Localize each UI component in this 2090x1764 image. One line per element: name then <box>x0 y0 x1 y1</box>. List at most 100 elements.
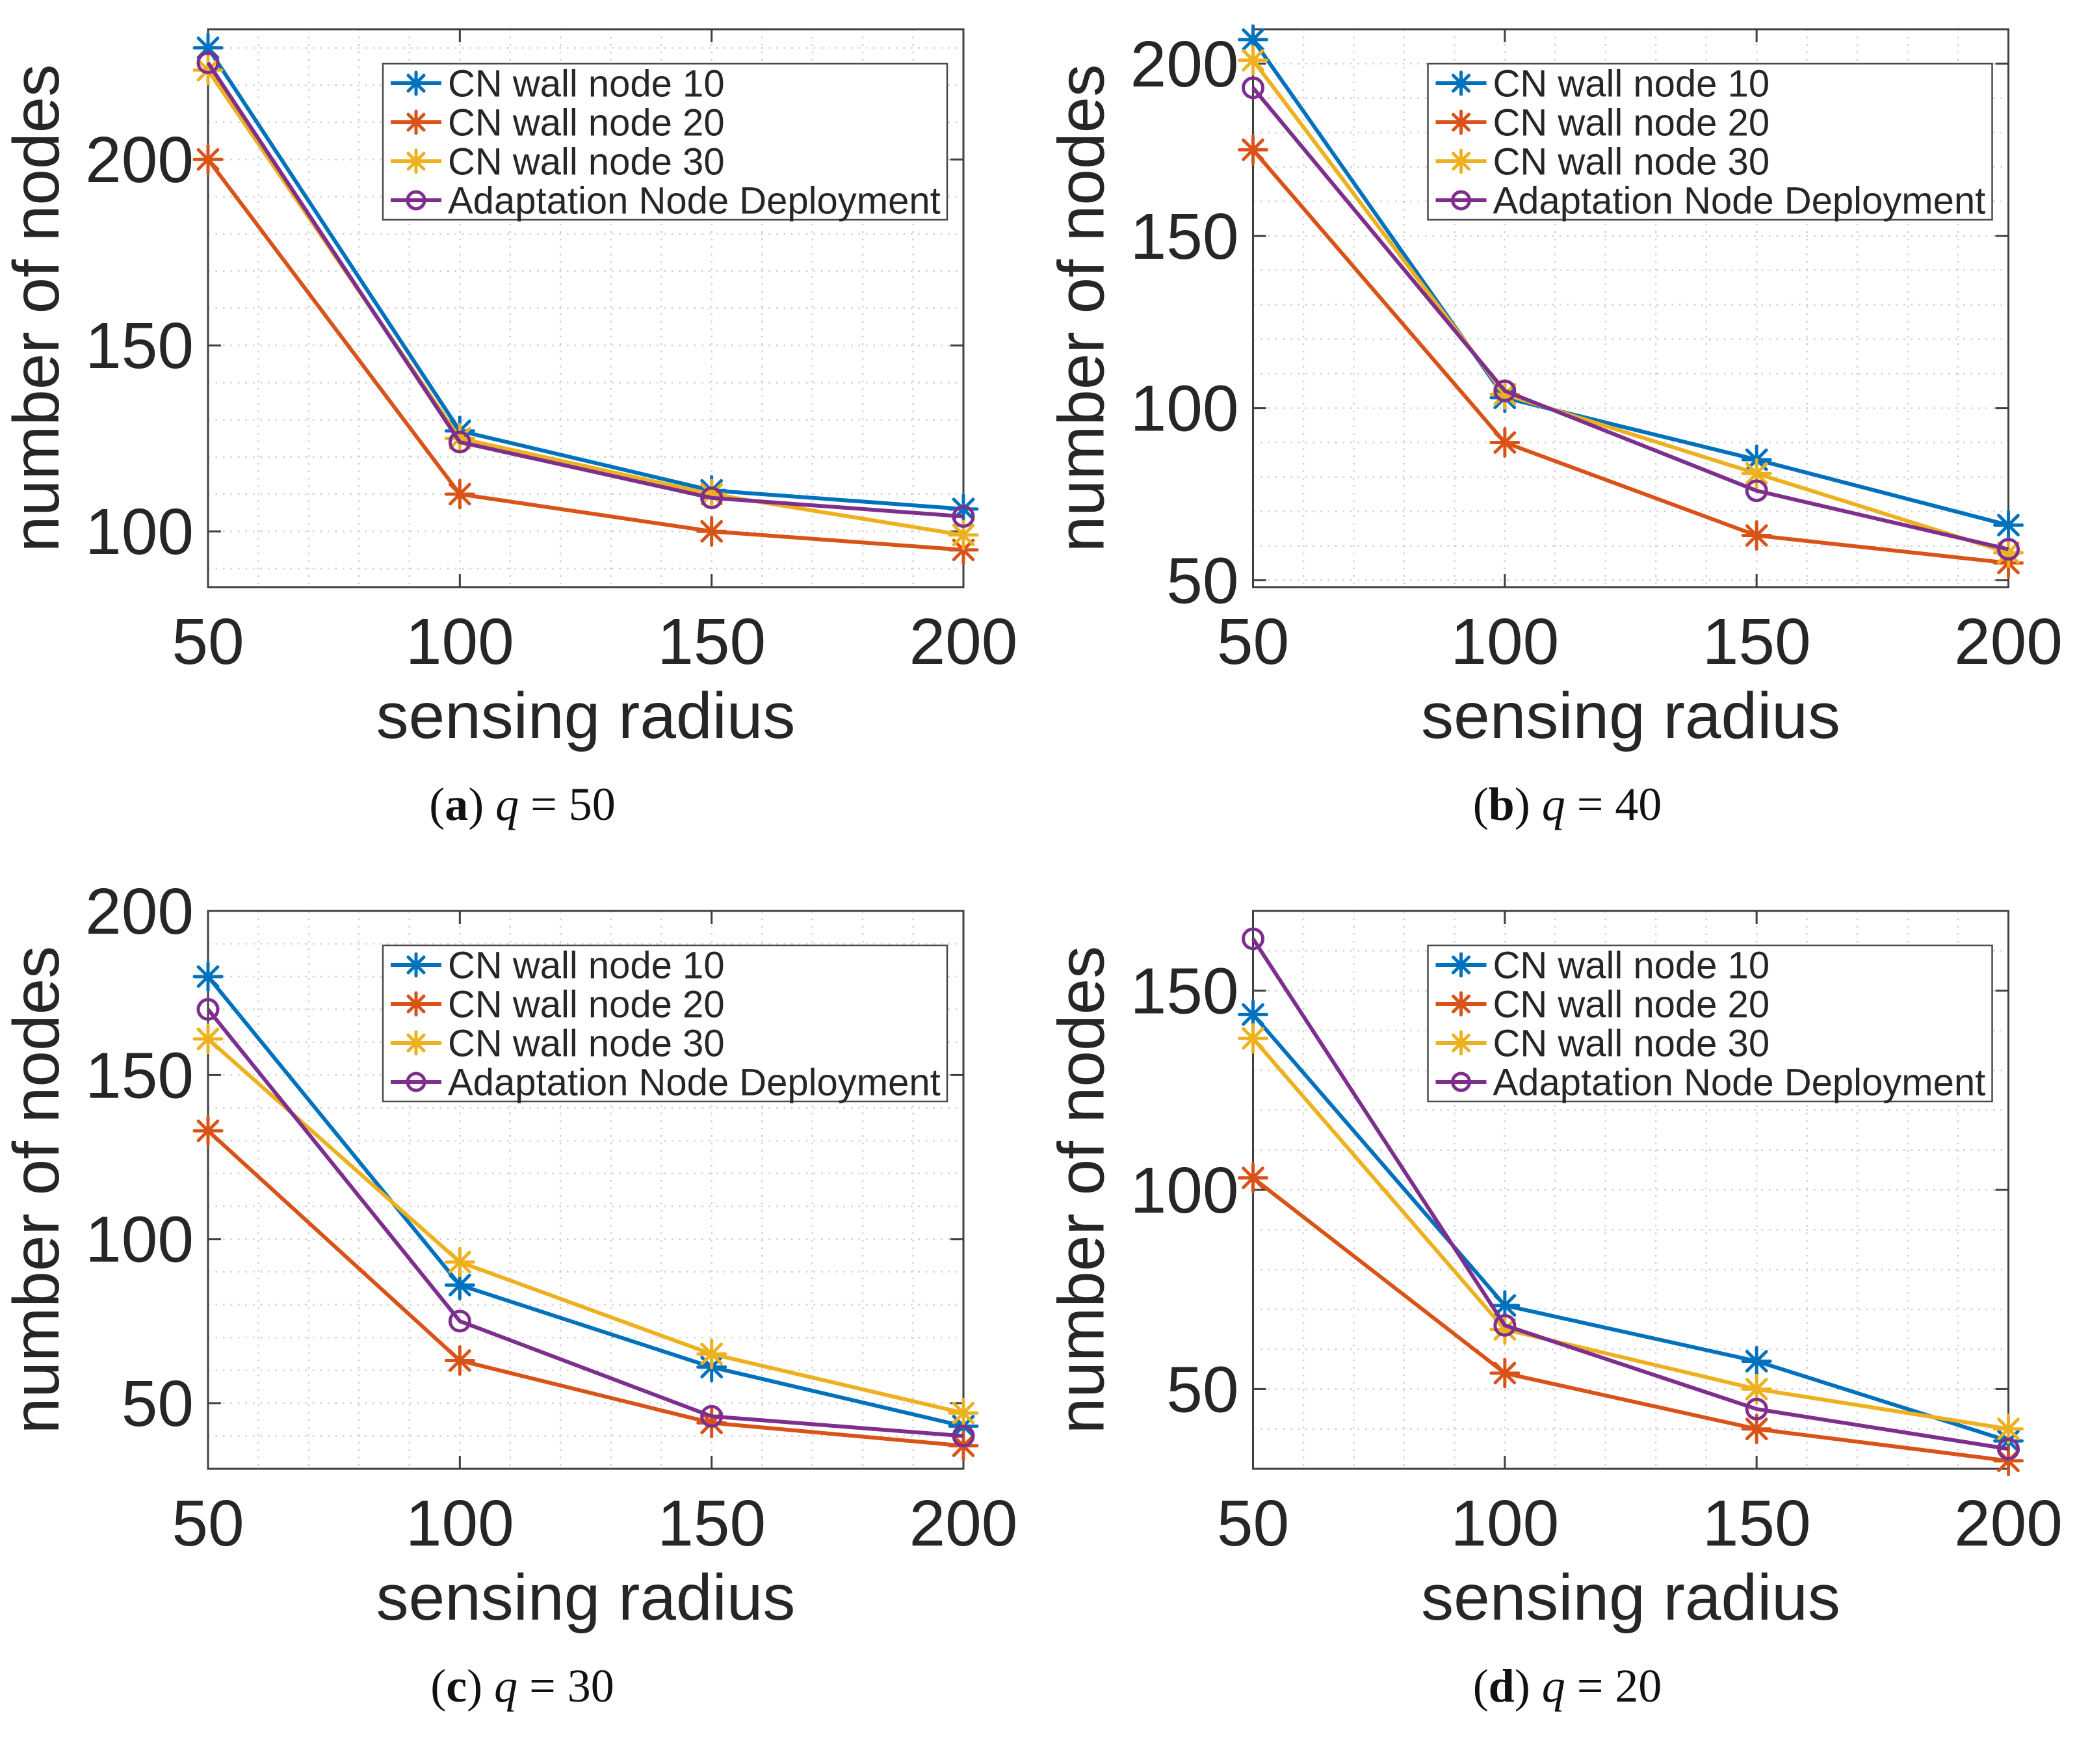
series-line-cn-wall-node-10 <box>206 975 964 1428</box>
legend-label-cn-wall-node-20: CN wall node 20 <box>448 983 725 1025</box>
legend-entry-cn-wall-node-30: CN wall node 30 <box>1435 1022 1770 1064</box>
legend-entry-cn-wall-node-10: CN wall node 10 <box>391 62 725 105</box>
legend-label-cn-wall-node-20: CN wall node 20 <box>448 101 725 144</box>
caption-value: = 30 <box>517 1660 614 1712</box>
x-tick-label: 100 <box>406 605 514 678</box>
legend-asterisk-marker <box>403 952 429 978</box>
caption-paren-open: ( <box>1472 1660 1489 1712</box>
y-tick-label: 200 <box>1130 28 1239 101</box>
caption-letter: c <box>446 1660 467 1712</box>
legend-label-cn-wall-node-30: CN wall node 30 <box>1493 140 1770 183</box>
series-markers-cn-wall-node-30 <box>192 1023 979 1428</box>
circle-marker <box>196 51 220 74</box>
asterisk-marker <box>1238 1163 1268 1194</box>
asterisk-marker <box>1238 999 1268 1030</box>
asterisk-marker <box>1489 1358 1521 1389</box>
asterisk-marker <box>192 55 224 86</box>
plot-box <box>207 910 965 1470</box>
y-axis-label: number of nodes <box>1045 946 1118 1434</box>
y-tick-label: 150 <box>85 1039 194 1112</box>
caption-paren-open: ( <box>1472 778 1489 830</box>
asterisk-marker <box>444 1345 475 1376</box>
y-tick-label: 150 <box>1130 200 1239 273</box>
y-tick-label: 200 <box>85 124 194 196</box>
asterisk-marker <box>1489 427 1521 458</box>
circle-marker <box>952 1425 975 1448</box>
series-markers-adaptation-node-deployment <box>196 51 975 528</box>
x-axis-label: sensing radius <box>1421 1561 1840 1634</box>
caption-letter: a <box>445 778 469 830</box>
x-tick-label: 50 <box>1217 1487 1289 1560</box>
circle-marker <box>1745 479 1768 503</box>
legend-asterisk-marker <box>403 70 429 96</box>
legend-entry-cn-wall-node-20: CN wall node 20 <box>1435 101 1770 144</box>
series-adaptation-node-deployment <box>196 997 975 1448</box>
circle-marker <box>196 997 220 1021</box>
caption-variable: q <box>1541 778 1565 830</box>
circle-marker <box>1493 1313 1517 1337</box>
x-axis-label: sensing radius <box>1421 679 1840 752</box>
asterisk-marker <box>444 479 475 510</box>
legend-circle-marker <box>406 190 426 211</box>
asterisk-marker <box>192 144 224 175</box>
legend-label-adaptation-node-deployment: Adaptation Node Deployment <box>448 1061 941 1103</box>
legend-label-cn-wall-node-20: CN wall node 20 <box>1493 101 1770 144</box>
series-cn-wall-node-20 <box>1238 1163 2024 1477</box>
series-line-cn-wall-node-20 <box>206 1129 964 1448</box>
legend-label-adaptation-node-deployment: Adaptation Node Deployment <box>448 179 941 222</box>
x-axis-label: sensing radius <box>376 679 796 752</box>
caption-a: (a) q = 50 <box>0 761 1045 882</box>
legend-entry-adaptation-node-deployment: Adaptation Node Deployment <box>391 179 941 222</box>
caption-variable: q <box>494 1660 518 1712</box>
series-markers-adaptation-node-deployment <box>1242 927 2020 1460</box>
series-cn-wall-node-30 <box>192 1023 979 1428</box>
circle-marker <box>448 430 471 454</box>
series-adaptation-node-deployment <box>1242 927 2020 1460</box>
asterisk-marker <box>696 516 727 547</box>
x-tick-label: 200 <box>909 1487 1018 1560</box>
asterisk-marker <box>1238 134 1268 165</box>
y-tick-label: 50 <box>122 1367 194 1440</box>
circle-marker <box>1242 927 1264 951</box>
asterisk-marker <box>1993 1414 2024 1445</box>
asterisk-marker <box>1238 1023 1268 1054</box>
legend-label-cn-wall-node-10: CN wall node 10 <box>448 62 725 105</box>
caption-value: = 20 <box>1565 1660 1662 1712</box>
caption-paren-close: ) <box>468 778 496 830</box>
x-tick-label: 100 <box>1450 605 1559 678</box>
series-adaptation-node-deployment <box>196 51 975 528</box>
y-tick-label: 100 <box>1130 373 1239 445</box>
legend-label-cn-wall-node-30: CN wall node 30 <box>448 140 725 183</box>
legend-asterisk-marker <box>1448 148 1474 174</box>
caption-variable: q <box>1541 1660 1565 1712</box>
caption-paren-close: ) <box>1514 778 1542 830</box>
asterisk-marker <box>1238 45 1268 76</box>
y-tick-label: 150 <box>85 309 194 382</box>
asterisk-marker <box>192 1115 224 1146</box>
series-markers-adaptation-node-deployment <box>1242 76 2020 561</box>
legend-entry-cn-wall-node-30: CN wall node 30 <box>1435 140 1770 183</box>
plot-box <box>1252 28 2009 588</box>
panel-b: CN wall node 10 CN wall node 20 CN wall no… <box>1045 0 2090 882</box>
y-tick-label: 150 <box>1130 955 1239 1028</box>
y-tick-label: 100 <box>85 1204 194 1276</box>
asterisk-marker <box>1741 520 1772 551</box>
legend-asterisk-marker <box>403 1030 429 1056</box>
panel-c: CN wall node 10 CN wall node 20 CN wall no… <box>0 875 1045 1764</box>
legend-label-adaptation-node-deployment: Adaptation Node Deployment <box>1493 179 1986 222</box>
legend-entry-cn-wall-node-20: CN wall node 20 <box>391 101 725 144</box>
legend-label-cn-wall-node-30: CN wall node 30 <box>448 1022 725 1064</box>
series-markers-cn-wall-node-30 <box>1238 1023 2024 1445</box>
legend-asterisk-marker <box>403 148 429 174</box>
caption-paren-open: ( <box>429 778 445 830</box>
caption-paren-open: ( <box>430 1660 447 1712</box>
legend-label-cn-wall-node-10: CN wall node 10 <box>448 944 725 986</box>
legend-asterisk-marker <box>1448 70 1474 96</box>
legend-asterisk-marker <box>403 109 429 135</box>
series-line-cn-wall-node-10 <box>1251 1013 2009 1443</box>
